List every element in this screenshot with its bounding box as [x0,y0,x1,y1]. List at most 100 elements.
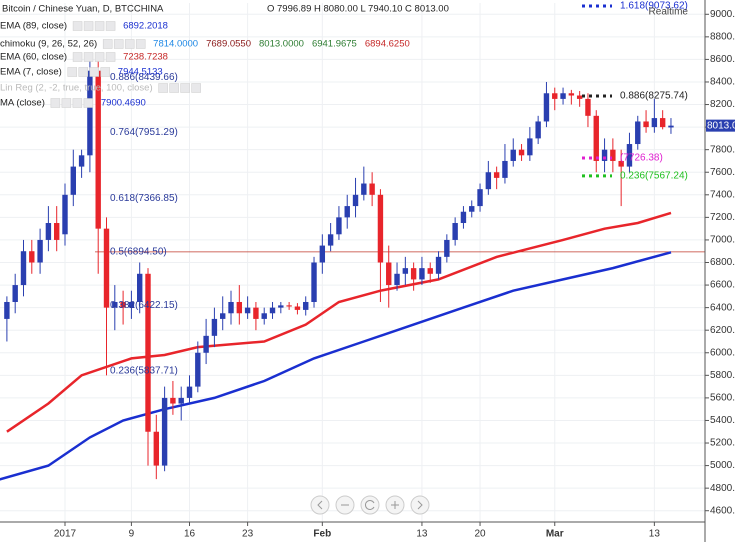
candle-body [269,307,276,314]
candle-body [419,268,425,280]
y-tick-label: 6400.00 [710,302,735,313]
candle-body [386,262,392,286]
candle-body [137,273,143,302]
candle-body [62,194,68,235]
candle-body [610,149,616,161]
x-tick-label: 9 [129,529,135,540]
candle-body [651,118,658,128]
legend-button [72,98,83,108]
indicator-value: 7814.0000 [153,39,198,50]
fib-label: (7726.38) [620,153,663,164]
candle-body [469,206,475,212]
candle-body [568,93,575,96]
candle-body [352,194,359,207]
candle-body [377,194,384,263]
candle-body [70,166,76,195]
candle-body [128,301,135,308]
candle-body [120,301,126,308]
candle-body [635,121,641,145]
candle-body [286,305,292,307]
fib-label: 0.236(5837.71) [110,366,178,377]
candle-body [253,307,259,319]
candle-body [161,397,168,466]
legend-button [89,67,100,77]
fib-label: 1.618(9073.62) [620,1,688,12]
candle-body [485,172,492,190]
candle-body [560,93,566,99]
legend-button [105,21,116,31]
candle-body [178,397,184,404]
legend-button [169,83,179,93]
fib-label: 0.618(7366.85) [110,193,178,204]
candle-body [153,431,160,466]
candle-body [78,155,85,167]
candle-body [294,306,301,310]
fib-label: 0.764(7951.29) [110,127,178,138]
scroll-left-button[interactable] [310,495,330,515]
candle-body [435,256,442,274]
candle-body [643,121,649,128]
candle-body [493,172,500,178]
candle-body [444,239,450,257]
legend-button [113,39,124,49]
candle-body [618,160,624,167]
legend-button [83,52,94,62]
candle-body [53,223,60,240]
x-tick-label: 20 [474,529,486,540]
y-tick-label: 6600.00 [710,280,735,291]
y-tick-label: 6000.00 [710,347,735,358]
price-tag-label: 8013.00 [707,120,735,131]
legend: Bitcoin / Chinese Yuan, D, BTCCHINA O 799… [0,4,449,109]
candle-body [327,234,334,246]
candle-body [427,268,433,274]
y-tick-label: 4800.00 [710,483,735,494]
y-tick-label: 6200.00 [710,325,735,336]
candle-body [460,211,467,224]
candle-body [668,125,674,128]
candle-body [452,223,458,240]
indicator-value: 7689.0550 [206,39,251,50]
y-tick-label: 5000.00 [710,460,735,471]
y-tick-label: 8400.00 [710,77,735,88]
fib-label: 0.236(7567.24) [620,171,688,182]
scroll-right-button[interactable] [410,495,430,515]
candle-body [20,251,27,286]
candle-body [336,217,342,235]
candle-body [87,70,93,156]
axes: 4600.00 4800.00 5000.00 5200.00 5400.00 5600.… [54,7,735,540]
indicator-name: EMA (60, close) [0,52,67,63]
candle-body [311,262,317,302]
indicator-name: chimoku (9, 26, 52, 26) [0,39,97,50]
candle-body [195,352,201,387]
candle-body [601,149,608,161]
legend-button [72,21,83,31]
legend-button [158,83,168,93]
y-tick-label: 7000.00 [710,235,735,246]
y-tick-label: 5600.00 [710,393,735,404]
y-tick-label: 9000.00 [710,9,735,20]
candle-body [228,301,234,314]
candle-body [585,98,591,116]
candle-body [278,305,284,308]
candle-body [527,138,533,156]
legend-button [102,39,113,49]
candle-body [103,228,110,308]
candle-body [510,149,516,161]
candle-body [502,160,508,178]
icon [317,500,323,510]
ma-line [0,251,672,481]
fib-label: 0.886(8275.74) [620,91,688,102]
indicator-value: 6894.6250 [365,39,410,50]
legend-button [72,52,83,62]
realtime-label: Realtime [649,7,689,18]
candle-body [186,386,193,398]
candle-body [4,301,10,319]
x-tick-label: Feb [313,529,331,540]
candle-body [576,95,583,99]
candle-body [145,273,151,432]
x-tick-label: 13 [416,529,428,540]
reset-button[interactable] [360,495,380,515]
y-tick-label: 7800.00 [710,144,735,155]
